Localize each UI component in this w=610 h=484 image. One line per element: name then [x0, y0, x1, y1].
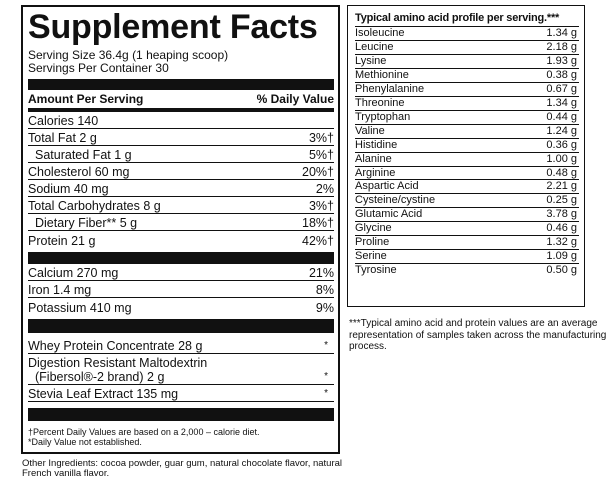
mineral-list: Calcium 270 mg 21% Iron 1.4 mg 8% Potass… [28, 264, 334, 315]
amount-per-serving-label: Amount Per Serving [28, 92, 144, 106]
nutrient-row-total-fat: Total Fat 2 g 3%† [28, 131, 334, 146]
amino-row: Lysine 1.93 g [355, 54, 579, 69]
divider-thick [28, 79, 334, 90]
amino-row: Leucine 2.18 g [355, 40, 579, 55]
facts-title: Supplement Facts [28, 8, 318, 46]
amino-row: Alanine 1.00 g [355, 152, 579, 167]
ingredient-row-maltodextrin: Digestion Resistant Maltodextrin (Fibers… [28, 354, 334, 385]
facts-header-row: Amount Per Serving % Daily Value [28, 90, 334, 109]
mineral-row-calcium: Calcium 270 mg 21% [28, 266, 334, 281]
nutrient-list: Calories 140 Total Fat 2 g 3%† Saturated… [28, 112, 334, 248]
amino-row: Methionine 0.38 g [355, 68, 579, 83]
amino-row: Tyrosine 0.50 g [355, 264, 577, 277]
serving-size: Serving Size 36.4g (1 heaping scoop) [28, 48, 229, 62]
nutrient-row-cholesterol: Cholesterol 60 mg 20%† [28, 165, 334, 180]
nutrient-row-calories: Calories 140 [28, 112, 334, 129]
servings-per-container: Servings Per Container 30 [28, 61, 169, 75]
supplement-facts-panel: Supplement Facts Serving Size 36.4g (1 h… [21, 5, 340, 454]
amino-row: Glycine 0.46 g [355, 222, 579, 237]
nutrient-row-protein: Protein 21 g 42%† [28, 234, 334, 248]
amino-row: Tryptophan 0.44 g [355, 110, 579, 125]
ingredient-row-whey: Whey Protein Concentrate 28 g * [28, 337, 334, 354]
ingredient-list: Whey Protein Concentrate 28 g * Digestio… [28, 337, 334, 402]
amino-row: Cysteine/cystine 0.25 g [355, 194, 579, 209]
nutrient-row-dietary-fiber: Dietary Fiber** 5 g 18%† [28, 214, 334, 231]
amino-row: Proline 1.32 g [355, 236, 579, 251]
nutrient-row-sodium: Sodium 40 mg 2% [28, 182, 334, 197]
mineral-row-iron: Iron 1.4 mg 8% [28, 283, 334, 298]
nutrient-row-saturated-fat: Saturated Fat 1 g 5%† [28, 146, 334, 163]
divider-thick [28, 408, 334, 421]
amino-row: Phenylalanine 0.67 g [355, 82, 579, 97]
other-ingredients: Other Ingredients: cocoa powder, guar gu… [22, 458, 343, 479]
amino-row: Isoleucine 1.34 g [355, 27, 579, 41]
daily-value-label: % Daily Value [256, 92, 334, 106]
amino-row: Threonine 1.34 g [355, 96, 579, 111]
amino-row: Valine 1.24 g [355, 124, 579, 139]
amino-acid-list: Isoleucine 1.34 g Leucine 2.18 g Lysine 1.9… [355, 27, 579, 277]
amino-row: Histidine 0.36 g [355, 138, 579, 153]
ingredient-row-stevia: Stevia Leaf Extract 135 mg * [28, 385, 334, 402]
amino-acid-footnote: ***Typical amino acid and protein values… [349, 318, 607, 352]
amino-row: Aspartic Acid 2.21 g [355, 180, 579, 195]
nutrient-row-total-carbohydrates: Total Carbohydrates 8 g 3%† [28, 199, 334, 214]
amino-acid-title: Typical amino acid profile per serving.*… [355, 12, 579, 27]
amino-acid-table: Typical amino acid profile per serving.*… [347, 5, 585, 307]
amino-row: Serine 1.09 g [355, 250, 579, 265]
daily-value-footnote: †Percent Daily Values are based on a 2,0… [28, 427, 260, 447]
mineral-row-potassium: Potassium 410 mg 9% [28, 301, 334, 315]
amino-row: Glutamic Acid 3.78 g [355, 208, 579, 223]
divider-thick [28, 252, 334, 264]
divider-medium [28, 109, 334, 112]
amino-row: Arginine 0.48 g [355, 166, 579, 181]
divider-thick [28, 319, 334, 333]
